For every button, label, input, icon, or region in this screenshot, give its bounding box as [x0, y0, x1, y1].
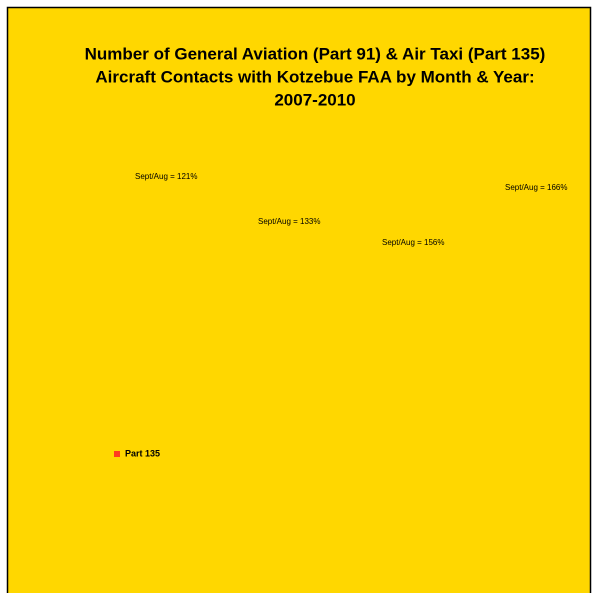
annotation: Sept/Aug = 156% [382, 238, 445, 247]
legend-label: Part 135 [125, 448, 160, 458]
annotation: Sept/Aug = 121% [135, 172, 198, 181]
chart-title: Aircraft Contacts with Kotzebue FAA by M… [95, 67, 534, 86]
annotation: Sept/Aug = 166% [505, 183, 568, 192]
chart-background [6, 6, 592, 593]
chart-title: Number of General Aviation (Part 91) & A… [85, 44, 546, 63]
legend-swatch [114, 451, 120, 457]
annotation: Sept/Aug = 133% [258, 217, 321, 226]
chart-title: 2007-2010 [274, 90, 355, 109]
